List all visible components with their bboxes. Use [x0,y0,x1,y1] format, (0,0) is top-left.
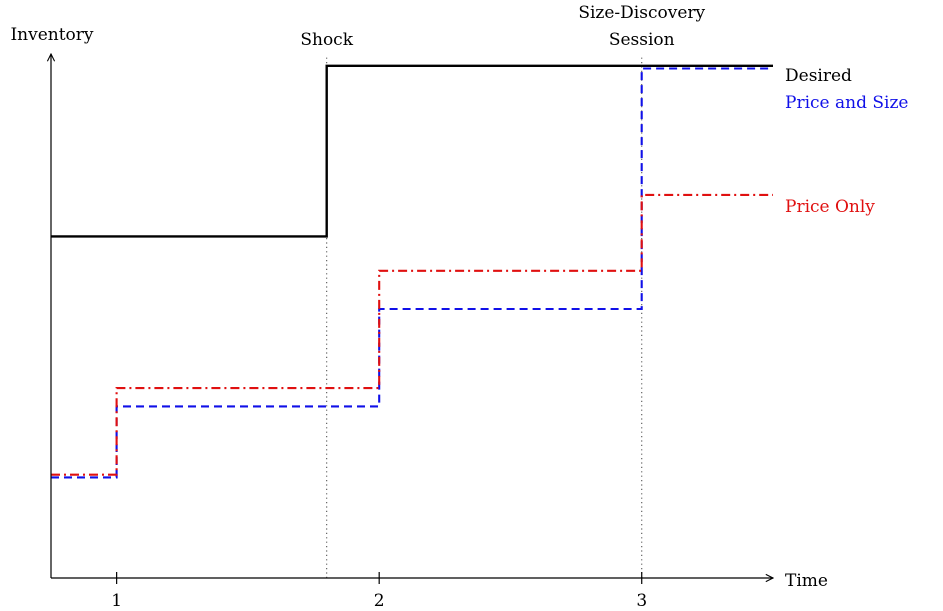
vline-label: Shock [300,30,353,50]
series-label: Price and Size [785,93,908,113]
x-tick-label: 2 [374,591,385,611]
reference-lines: Shock Size-Discovery Session [300,3,706,578]
y-axis-label: Inventory [10,25,93,45]
vline-label: Session [609,30,675,50]
series-lines [51,64,773,479]
axes: Inventory Time [10,25,828,591]
series-line-desired [51,64,773,238]
vline-label: Size-Discovery [578,3,705,23]
series-label: Price Only [785,197,875,217]
series-line-price-and-size [51,67,773,479]
series-labels: Desired Price and Size Price Only [785,66,908,217]
series-line-price-only [51,193,773,476]
x-tick-label: 1 [111,591,122,611]
series-label: Desired [785,66,852,86]
x-axis-label: Time [785,571,828,591]
x-ticks: 1 2 3 [111,572,647,611]
x-tick-label: 3 [636,591,647,611]
